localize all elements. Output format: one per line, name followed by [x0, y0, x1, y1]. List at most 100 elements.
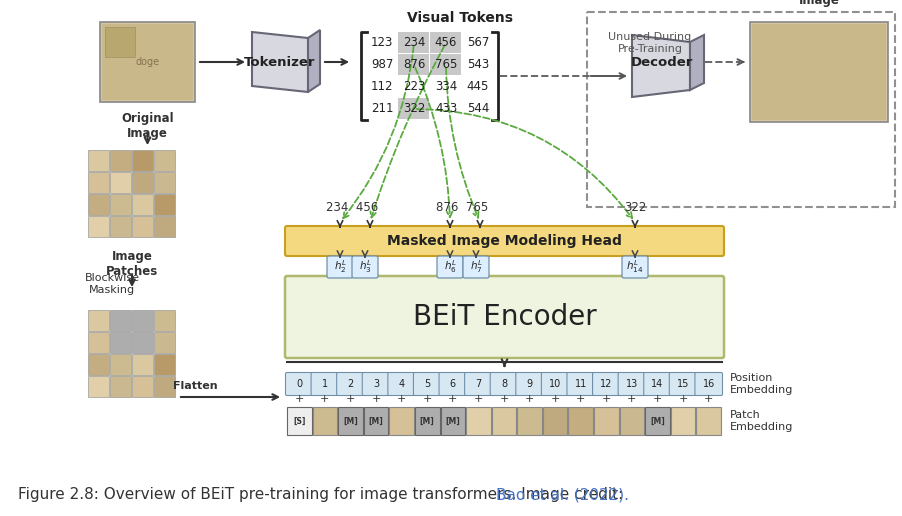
Bar: [154, 332, 175, 353]
Bar: [100, 22, 195, 102]
FancyBboxPatch shape: [439, 373, 466, 395]
Bar: [154, 216, 175, 237]
Text: 123: 123: [371, 37, 393, 50]
Bar: [466, 407, 491, 435]
Text: [M]: [M]: [446, 416, 460, 426]
Bar: [645, 407, 670, 435]
FancyBboxPatch shape: [516, 373, 543, 395]
Bar: [102, 24, 193, 100]
Bar: [110, 376, 131, 397]
Text: +: +: [576, 394, 585, 404]
Text: Original
Image: Original Image: [121, 112, 174, 140]
Bar: [430, 32, 461, 53]
Bar: [430, 54, 461, 75]
Bar: [587, 12, 895, 207]
Bar: [398, 98, 429, 119]
Text: Blockwise
Masking: Blockwise Masking: [85, 273, 140, 295]
Text: Tokenizer: Tokenizer: [244, 56, 316, 69]
FancyBboxPatch shape: [463, 256, 489, 278]
Text: +: +: [704, 394, 713, 404]
Bar: [154, 150, 175, 171]
Text: Decoder: Decoder: [630, 56, 694, 69]
Bar: [440, 407, 465, 435]
Polygon shape: [632, 35, 690, 97]
Bar: [88, 150, 109, 171]
FancyBboxPatch shape: [593, 373, 621, 395]
Text: +: +: [500, 394, 509, 404]
Text: +: +: [627, 394, 637, 404]
Text: doge: doge: [135, 57, 160, 67]
Text: 15: 15: [676, 379, 689, 389]
FancyBboxPatch shape: [388, 373, 416, 395]
Text: $h_3^L$: $h_3^L$: [358, 259, 372, 276]
Bar: [154, 194, 175, 215]
FancyBboxPatch shape: [327, 256, 353, 278]
Text: 445: 445: [467, 80, 489, 93]
Bar: [88, 172, 109, 193]
Text: Position
Embedding: Position Embedding: [730, 373, 794, 395]
Text: 456: 456: [435, 37, 457, 50]
Text: $h_2^L$: $h_2^L$: [334, 259, 346, 276]
FancyBboxPatch shape: [567, 373, 594, 395]
Text: +: +: [653, 394, 662, 404]
Bar: [110, 310, 131, 331]
Bar: [132, 172, 153, 193]
Bar: [154, 376, 175, 397]
Bar: [154, 310, 175, 331]
Text: 12: 12: [600, 379, 612, 389]
Text: $h_6^L$: $h_6^L$: [444, 259, 456, 276]
Bar: [287, 407, 311, 435]
Text: 7: 7: [475, 379, 482, 389]
Text: $h_{14}^L$: $h_{14}^L$: [626, 259, 644, 276]
Bar: [671, 407, 695, 435]
Bar: [492, 407, 516, 435]
Bar: [154, 354, 175, 375]
Bar: [105, 27, 135, 57]
Text: 234: 234: [403, 37, 425, 50]
Text: 112: 112: [371, 80, 393, 93]
Text: 2: 2: [347, 379, 354, 389]
Text: 8: 8: [501, 379, 507, 389]
Bar: [517, 407, 542, 435]
Text: Figure 2.8: Overview of BEiT pre-training for image transformers. Image credit:: Figure 2.8: Overview of BEiT pre-trainin…: [18, 487, 628, 502]
Text: $h_7^L$: $h_7^L$: [470, 259, 483, 276]
Text: 987: 987: [371, 58, 393, 72]
Bar: [620, 407, 644, 435]
Bar: [752, 24, 886, 120]
Text: Patch
Embedding: Patch Embedding: [730, 410, 794, 432]
Text: BEiT Encoder: BEiT Encoder: [412, 303, 596, 331]
Bar: [398, 32, 429, 53]
Bar: [390, 407, 414, 435]
FancyBboxPatch shape: [363, 373, 390, 395]
Text: Bao et al. (2022).: Bao et al. (2022).: [496, 487, 630, 502]
Bar: [132, 354, 153, 375]
Bar: [543, 407, 567, 435]
FancyBboxPatch shape: [644, 373, 671, 395]
Bar: [88, 310, 109, 331]
Text: 3: 3: [373, 379, 379, 389]
Bar: [110, 150, 131, 171]
Text: 211: 211: [371, 103, 393, 116]
Text: 5: 5: [424, 379, 430, 389]
FancyBboxPatch shape: [695, 373, 723, 395]
FancyBboxPatch shape: [437, 256, 463, 278]
Bar: [132, 150, 153, 171]
Text: +: +: [550, 394, 560, 404]
FancyBboxPatch shape: [285, 276, 724, 358]
Bar: [132, 194, 153, 215]
Text: Figure 2.8: Overview of BEiT pre-training for image transformers. Image credit: : Figure 2.8: Overview of BEiT pre-trainin…: [18, 487, 761, 502]
Text: [M]: [M]: [369, 416, 383, 426]
Bar: [88, 332, 109, 353]
Text: 567: 567: [467, 37, 489, 50]
Text: 223: 223: [403, 80, 425, 93]
Text: +: +: [320, 394, 329, 404]
Text: 6: 6: [450, 379, 456, 389]
Text: Reconstructed
Image: Reconstructed Image: [771, 0, 867, 7]
Text: 876  765: 876 765: [436, 201, 488, 214]
Text: 10: 10: [549, 379, 561, 389]
Text: +: +: [345, 394, 355, 404]
Bar: [750, 22, 888, 122]
FancyBboxPatch shape: [413, 373, 441, 395]
Bar: [88, 354, 109, 375]
Text: 16: 16: [703, 379, 714, 389]
